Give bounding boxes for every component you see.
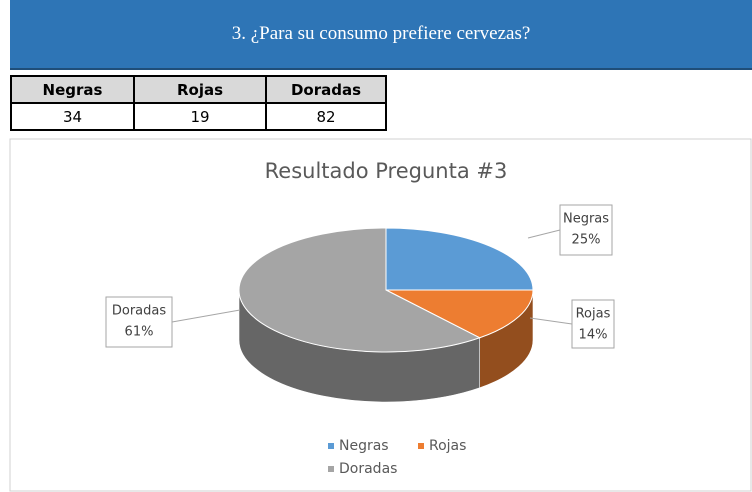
data-label: 25%	[572, 233, 601, 248]
slice-side	[238, 289, 481, 403]
legend-swatch	[328, 466, 334, 472]
banner: 3. ¿Para su consumo prefiere cervezas?	[10, 0, 752, 70]
leader-line	[171, 309, 241, 323]
legend-label: Doradas	[339, 461, 397, 477]
callout-box	[105, 296, 173, 348]
callout-box	[559, 204, 613, 256]
leader-line	[527, 229, 561, 239]
header-cell: Rojas	[133, 75, 267, 104]
slice	[238, 227, 481, 353]
legend-swatch	[328, 443, 334, 449]
legend-label: Rojas	[429, 438, 466, 454]
data-label-name: Negras	[563, 212, 609, 227]
data-label: 61%	[125, 325, 154, 340]
slice-side	[479, 289, 534, 389]
value-cell: 82	[265, 102, 387, 131]
data-label: 14%	[579, 328, 608, 343]
slice	[385, 289, 534, 339]
legend-label: Negras	[339, 438, 389, 454]
header-cell: Doradas	[265, 75, 387, 104]
data-label-name: Doradas	[112, 304, 166, 319]
header-cell: Negras	[10, 75, 135, 104]
chart-title: Resultado Pregunta #3	[265, 159, 508, 183]
callout-box	[571, 299, 615, 349]
chart-area	[9, 138, 752, 492]
value-cell: 19	[133, 102, 267, 131]
data-table: Negras Rojas Doradas 34 19 82	[10, 75, 387, 131]
slice	[385, 227, 534, 291]
leader-line	[529, 317, 573, 325]
data-label-name: Rojas	[576, 307, 611, 322]
legend-swatch	[418, 443, 424, 449]
value-cell: 34	[10, 102, 135, 131]
